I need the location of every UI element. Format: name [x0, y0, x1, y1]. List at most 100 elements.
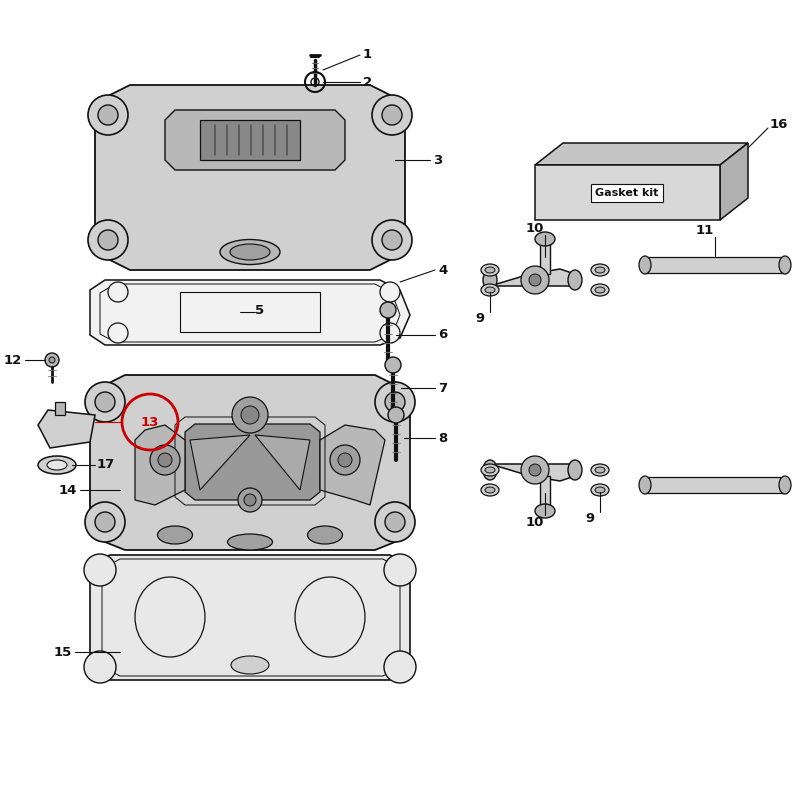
Polygon shape	[55, 402, 65, 415]
Circle shape	[384, 651, 416, 683]
Circle shape	[88, 95, 128, 135]
Ellipse shape	[483, 270, 497, 290]
Ellipse shape	[481, 284, 499, 296]
Circle shape	[241, 406, 259, 424]
Circle shape	[382, 105, 402, 125]
Circle shape	[385, 512, 405, 532]
Polygon shape	[535, 143, 748, 165]
Polygon shape	[90, 280, 410, 345]
Text: 2: 2	[363, 75, 372, 89]
Circle shape	[85, 502, 125, 542]
Text: 15: 15	[54, 646, 72, 658]
Polygon shape	[645, 257, 785, 273]
Polygon shape	[135, 425, 185, 505]
Polygon shape	[95, 85, 405, 270]
Polygon shape	[490, 269, 575, 286]
Ellipse shape	[47, 460, 67, 470]
Ellipse shape	[483, 460, 497, 480]
Ellipse shape	[307, 526, 342, 544]
Circle shape	[84, 554, 116, 586]
Ellipse shape	[595, 267, 605, 273]
Circle shape	[150, 445, 180, 475]
Circle shape	[529, 464, 541, 476]
Circle shape	[372, 220, 412, 260]
Circle shape	[385, 357, 401, 373]
Text: 17: 17	[97, 458, 115, 471]
Polygon shape	[535, 165, 720, 220]
Ellipse shape	[485, 267, 495, 273]
Ellipse shape	[595, 487, 605, 493]
Ellipse shape	[485, 287, 495, 293]
Ellipse shape	[568, 460, 582, 480]
Circle shape	[384, 554, 416, 586]
Ellipse shape	[535, 232, 555, 246]
Polygon shape	[185, 424, 320, 500]
Text: 5: 5	[255, 303, 265, 317]
Polygon shape	[38, 410, 95, 448]
Ellipse shape	[135, 577, 205, 657]
Circle shape	[95, 392, 115, 412]
Polygon shape	[540, 476, 550, 511]
Circle shape	[95, 512, 115, 532]
Ellipse shape	[158, 526, 193, 544]
Circle shape	[521, 266, 549, 294]
Polygon shape	[90, 375, 410, 550]
Ellipse shape	[591, 484, 609, 496]
Polygon shape	[190, 435, 250, 490]
Ellipse shape	[779, 256, 791, 274]
Circle shape	[238, 488, 262, 512]
Circle shape	[45, 353, 59, 367]
Ellipse shape	[535, 504, 555, 518]
Polygon shape	[490, 464, 575, 481]
Text: 16: 16	[770, 118, 788, 131]
Text: 10: 10	[526, 515, 544, 529]
Circle shape	[330, 445, 360, 475]
Circle shape	[88, 220, 128, 260]
Ellipse shape	[568, 270, 582, 290]
Circle shape	[244, 494, 256, 506]
Text: 1: 1	[363, 49, 372, 62]
Circle shape	[158, 453, 172, 467]
Ellipse shape	[220, 239, 280, 265]
Circle shape	[108, 282, 128, 302]
Circle shape	[338, 453, 352, 467]
Text: Gasket kit: Gasket kit	[595, 188, 658, 198]
Ellipse shape	[481, 484, 499, 496]
Ellipse shape	[595, 287, 605, 293]
Ellipse shape	[231, 656, 269, 674]
Ellipse shape	[481, 264, 499, 276]
Ellipse shape	[779, 476, 791, 494]
Ellipse shape	[639, 256, 651, 274]
Text: 7: 7	[438, 382, 447, 394]
Circle shape	[380, 302, 396, 318]
Polygon shape	[540, 239, 550, 274]
Polygon shape	[90, 555, 410, 680]
Circle shape	[232, 397, 268, 433]
Ellipse shape	[230, 244, 270, 260]
Text: 3: 3	[433, 154, 442, 166]
Text: 9: 9	[586, 511, 594, 525]
Circle shape	[84, 651, 116, 683]
Ellipse shape	[295, 577, 365, 657]
Circle shape	[380, 282, 400, 302]
Circle shape	[98, 105, 118, 125]
Circle shape	[372, 95, 412, 135]
Ellipse shape	[595, 467, 605, 473]
Circle shape	[375, 382, 415, 422]
Polygon shape	[200, 120, 300, 160]
Ellipse shape	[591, 464, 609, 476]
Circle shape	[375, 502, 415, 542]
Text: 12: 12	[4, 354, 22, 366]
Text: 13: 13	[141, 415, 159, 429]
Ellipse shape	[481, 464, 499, 476]
Text: 4: 4	[438, 263, 447, 277]
Text: 9: 9	[475, 311, 485, 325]
Polygon shape	[255, 435, 310, 490]
Circle shape	[529, 274, 541, 286]
Text: 8: 8	[438, 431, 447, 445]
Circle shape	[388, 407, 404, 423]
Polygon shape	[165, 110, 345, 170]
Text: 10: 10	[526, 222, 544, 234]
Polygon shape	[320, 425, 385, 505]
Circle shape	[108, 323, 128, 343]
